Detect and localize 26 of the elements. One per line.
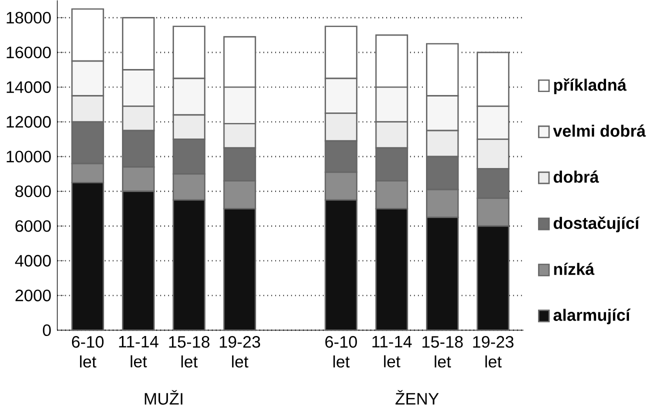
- y-tick-label: 0: [42, 324, 51, 336]
- legend-label: nízká: [554, 262, 594, 275]
- x-tick-label: 19-23 let: [473, 336, 514, 368]
- y-tick-label: 12000: [6, 116, 51, 128]
- legend-label: velmi dobrá: [553, 124, 646, 137]
- text: MUŽI: [144, 390, 182, 405]
- y-tick-label: 2000: [16, 290, 51, 302]
- x-tick-label: 15-18 let: [422, 336, 463, 368]
- x-tick-label: 6-10 let: [72, 336, 104, 368]
- x-tick-label: 11-14 let: [119, 336, 158, 368]
- x-tick-label: 6-10 let: [325, 336, 357, 368]
- y-tick-label: 18000: [6, 12, 51, 24]
- legend-label: alarmující: [554, 308, 631, 324]
- y-tick-label: 6000: [16, 220, 51, 232]
- x-tick-label: 15-18 let: [169, 336, 210, 368]
- y-tick-label: 8000: [15, 185, 51, 198]
- legend-label: příkladná: [554, 78, 627, 94]
- x-tick-label: 11-14 let: [372, 336, 412, 368]
- y-tick-label: 10000: [6, 150, 51, 162]
- y-tick-label: 14000: [6, 81, 51, 93]
- legend-label: dobrá: [554, 170, 599, 183]
- text: ŽENY: [396, 390, 439, 404]
- x-tick-label: 19-23 let: [220, 336, 260, 368]
- y-tick-label: 16000: [6, 46, 51, 58]
- legend-label: dostačující: [554, 216, 640, 232]
- y-tick-label: 4000: [15, 254, 51, 267]
